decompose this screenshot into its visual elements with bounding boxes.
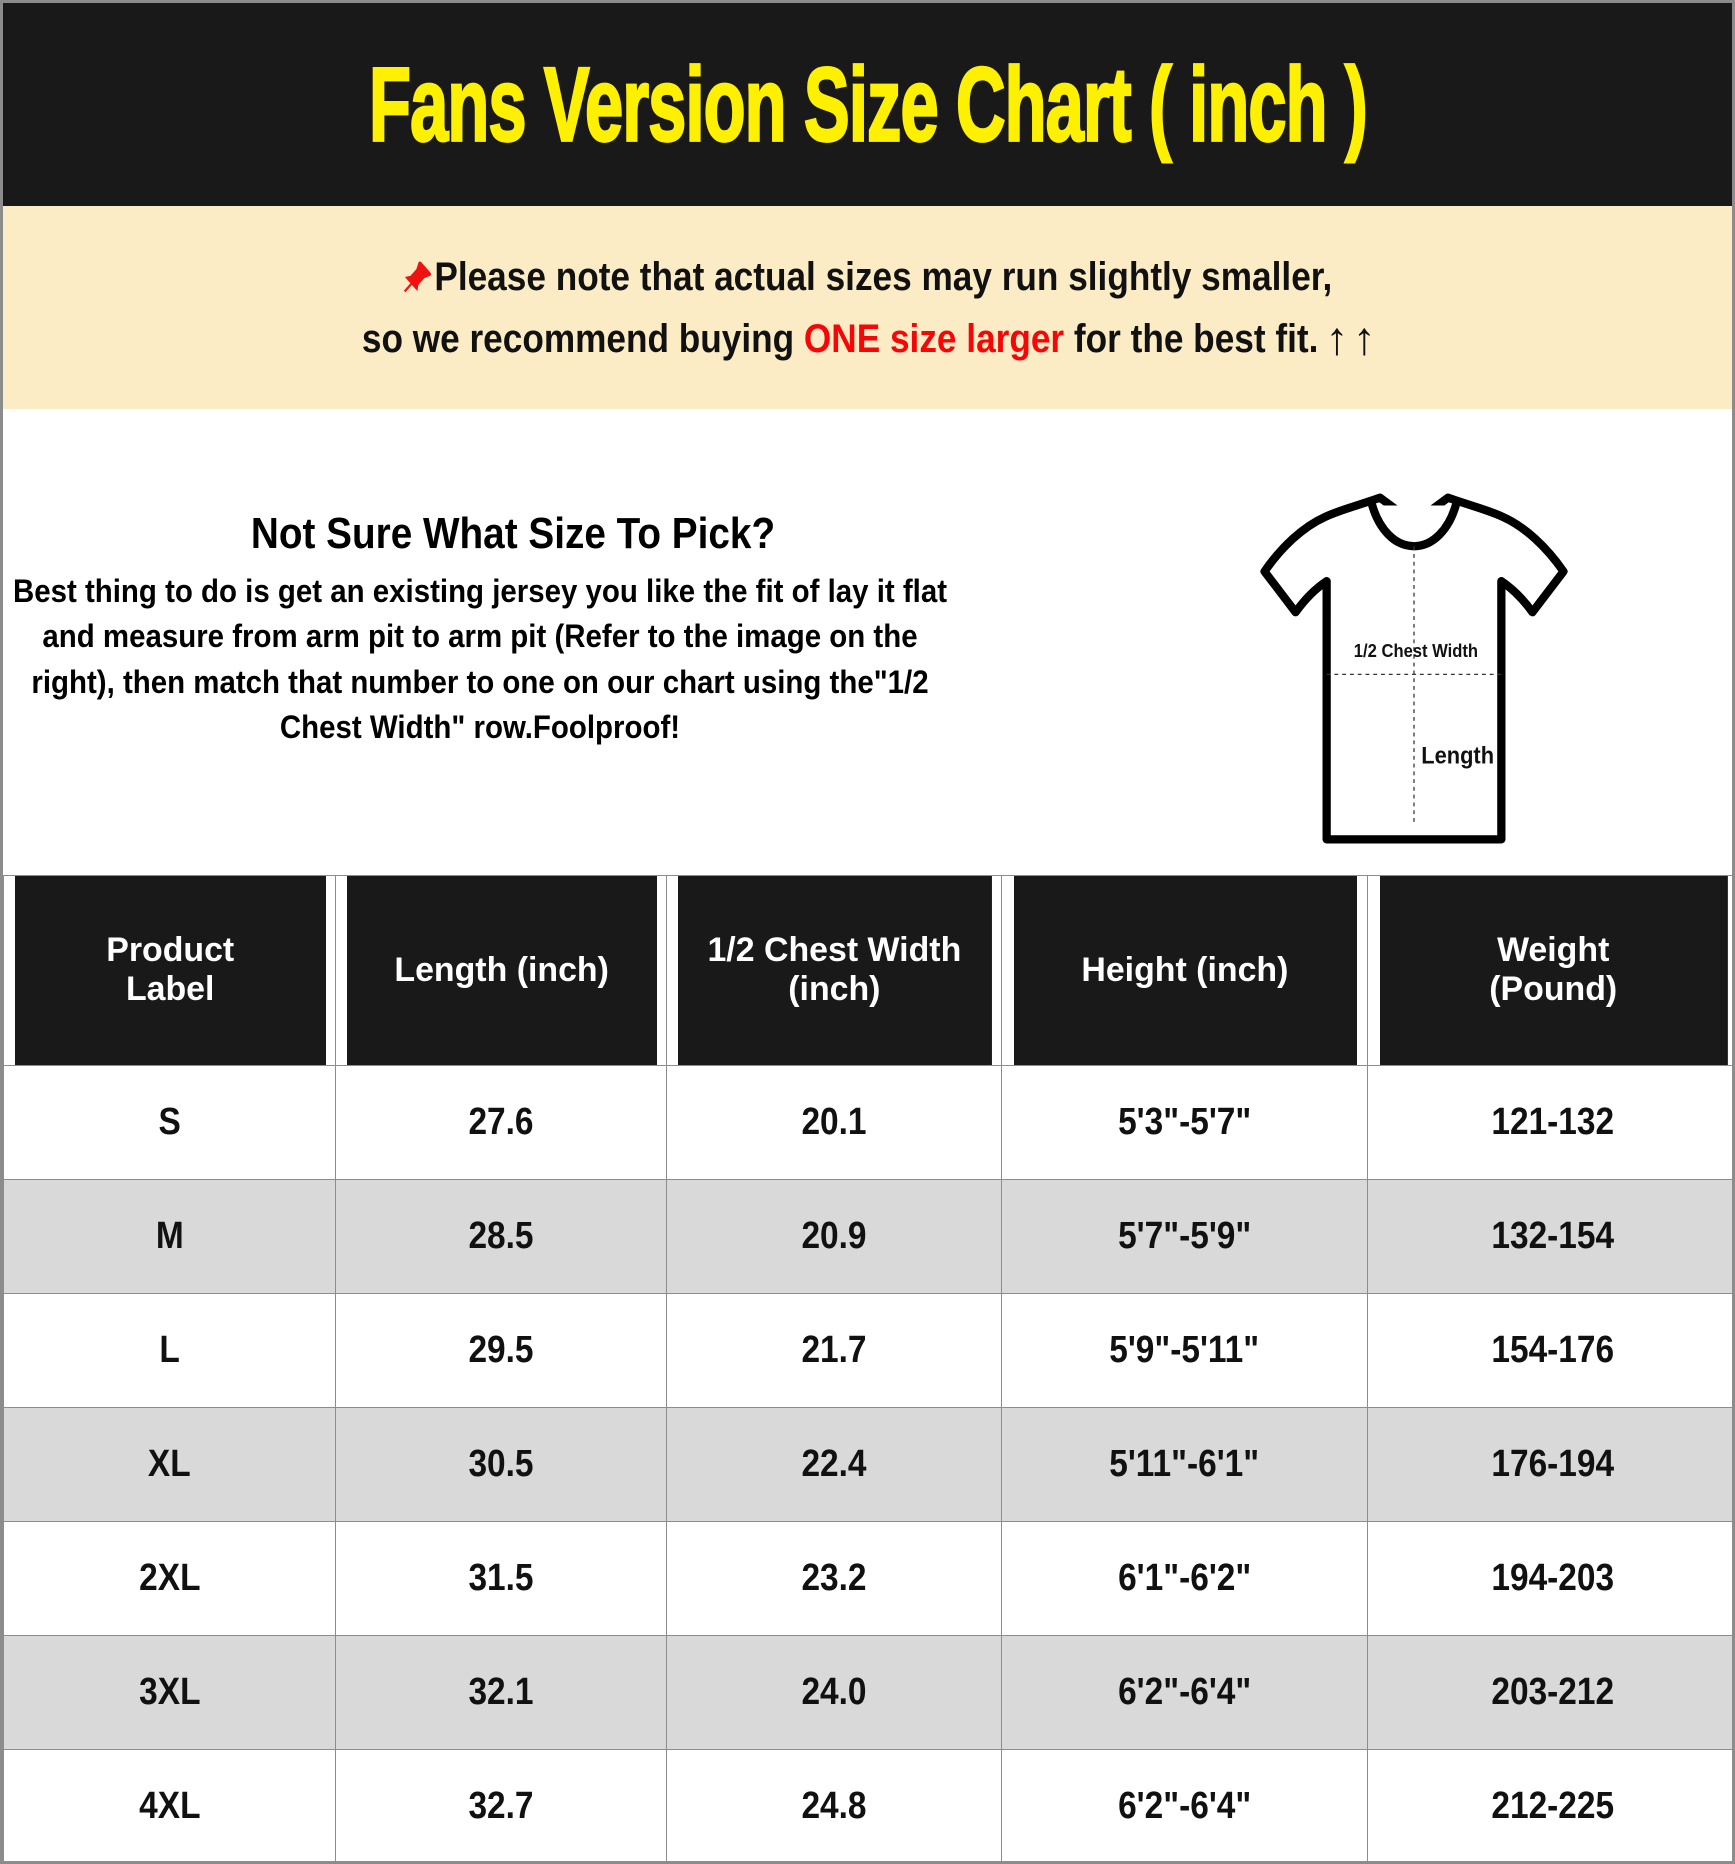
svg-text:1/2 Chest Width: 1/2 Chest Width [1354, 640, 1478, 661]
svg-text:Length: Length [1421, 741, 1494, 768]
